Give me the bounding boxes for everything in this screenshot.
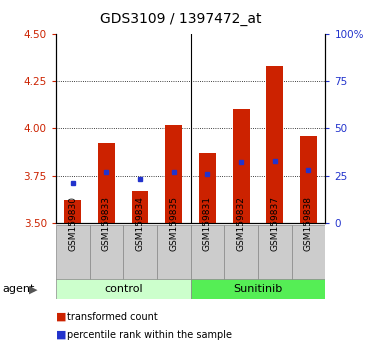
Bar: [300, 136, 317, 223]
Text: agent: agent: [2, 284, 34, 294]
Text: ■: ■: [56, 330, 66, 339]
Text: GSM159834: GSM159834: [136, 196, 144, 251]
FancyBboxPatch shape: [191, 279, 325, 299]
Text: GSM159837: GSM159837: [270, 196, 279, 251]
Bar: [132, 191, 149, 223]
Text: GSM159830: GSM159830: [68, 196, 77, 251]
Text: GSM159835: GSM159835: [169, 196, 178, 251]
FancyBboxPatch shape: [157, 225, 191, 280]
Text: GSM159832: GSM159832: [237, 196, 246, 251]
Text: control: control: [104, 284, 142, 294]
FancyBboxPatch shape: [224, 225, 258, 280]
Text: GSM159838: GSM159838: [304, 196, 313, 251]
FancyBboxPatch shape: [292, 225, 325, 280]
Text: GSM159833: GSM159833: [102, 196, 111, 251]
Bar: [233, 109, 249, 223]
Text: transformed count: transformed count: [67, 312, 158, 322]
Text: GSM159831: GSM159831: [203, 196, 212, 251]
Bar: [266, 66, 283, 223]
FancyBboxPatch shape: [89, 225, 123, 280]
FancyBboxPatch shape: [258, 225, 292, 280]
FancyBboxPatch shape: [56, 225, 89, 280]
Text: percentile rank within the sample: percentile rank within the sample: [67, 330, 233, 339]
Bar: [64, 200, 81, 223]
FancyBboxPatch shape: [56, 279, 191, 299]
FancyBboxPatch shape: [191, 225, 224, 280]
Text: Sunitinib: Sunitinib: [233, 284, 283, 294]
Text: ▶: ▶: [28, 284, 37, 294]
Bar: [199, 153, 216, 223]
Bar: [98, 143, 115, 223]
Text: GDS3109 / 1397472_at: GDS3109 / 1397472_at: [100, 12, 262, 27]
Bar: [165, 125, 182, 223]
FancyBboxPatch shape: [123, 225, 157, 280]
Text: ■: ■: [56, 312, 66, 322]
